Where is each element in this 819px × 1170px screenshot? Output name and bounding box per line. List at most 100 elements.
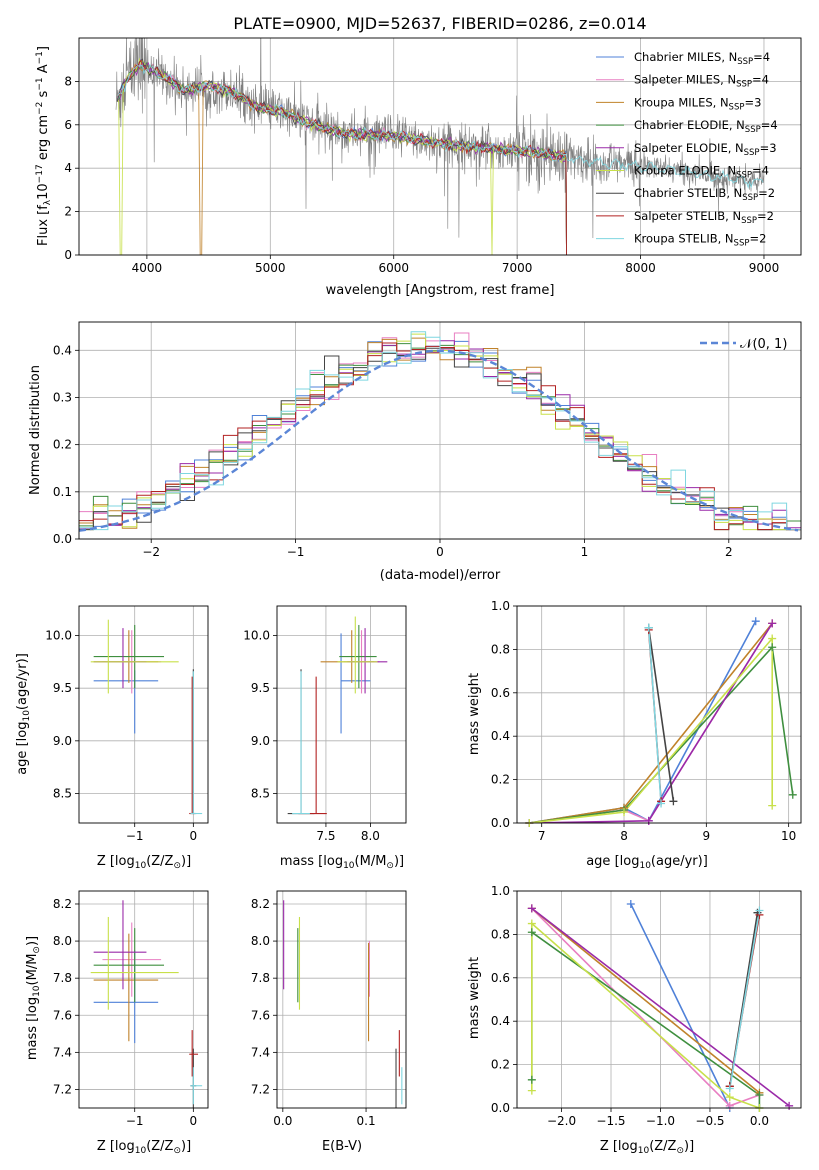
legend-label: Chabrier ELODIE, NSSP=4	[634, 118, 778, 135]
y-tick-label: 0.4	[491, 1014, 510, 1028]
y-tick-label: 1.0	[491, 884, 510, 898]
x-tick-label: 5000	[255, 261, 286, 275]
y-tick-label: 0.8	[491, 927, 510, 941]
axes-frame	[276, 890, 407, 1109]
y-tick-label: 7.8	[251, 971, 270, 985]
x-tick-label: 9000	[749, 261, 780, 275]
age-z-panel: −1 0 8.5 9.0 9.5 10.0	[45, 605, 209, 843]
y-tick-label: 0.2	[491, 773, 510, 787]
weight-marker	[527, 1075, 536, 1084]
weight-line	[647, 627, 662, 804]
age-mass-panel: 7.5 8.0 8.5 9.0 9.5 10.0	[243, 605, 407, 843]
weight-line	[531, 930, 761, 1108]
weight-line	[729, 910, 761, 1089]
plot-area	[79, 331, 801, 532]
x-tick-label: 7	[538, 829, 546, 843]
age-mass-xlabel: mass [log10(M/M⊙)]	[280, 854, 404, 871]
x-tick-label: 0.1	[357, 1114, 376, 1128]
x-tick-label: 4000	[132, 261, 163, 275]
y-tick-label: 8.5	[251, 787, 270, 801]
spectrum-xlabel: wavelength [Angstrom, rest frame]	[326, 283, 555, 298]
spectrum-ylabel: Flux [fλ10−17 erg cm−2 s−1 A−1]	[35, 46, 53, 246]
y-tick-label: 0.2	[53, 438, 72, 452]
weight-marker	[725, 1093, 734, 1102]
plot-area	[287, 616, 388, 815]
legend-label: Chabrier MILES, NSSP=4	[634, 50, 770, 67]
legend-label: Salpeter STELIB, NSSP=2	[634, 209, 774, 226]
legend-label: Salpeter ELODIE, NSSP=3	[634, 141, 777, 158]
x-tick-label: −1.5	[596, 1114, 625, 1128]
y-tick-label: 7.2	[53, 1082, 72, 1096]
residuals-xlabel: (data-model)/error	[380, 568, 501, 583]
weight-marker	[644, 816, 653, 825]
y-tick-label: 10.0	[45, 628, 72, 642]
weight-marker	[768, 619, 777, 628]
x-tick-label: 10	[781, 829, 796, 843]
x-tick-label: −1.0	[646, 1114, 675, 1128]
y-tick-label: 9.0	[251, 734, 270, 748]
weight-line	[531, 907, 760, 1107]
axes-frame	[78, 605, 209, 824]
x-tick-label: 0.0	[750, 1114, 769, 1128]
x-tick-label: 1	[581, 545, 589, 559]
y-tick-label: 0.0	[491, 1101, 510, 1115]
weight-marker	[669, 797, 678, 806]
y-tick-label: 8.5	[53, 787, 72, 801]
y-tick-label: 0.0	[53, 532, 72, 546]
y-tick-label: 4	[64, 161, 72, 175]
mass-z-ylabel: mass [log10(M/M⊙)]	[25, 936, 42, 1060]
y-tick-label: 7.4	[251, 1045, 270, 1059]
y-tick-label: 0.2	[491, 1058, 510, 1072]
weight-line	[529, 636, 773, 823]
y-tick-label: 0	[64, 248, 72, 262]
spectrum-panel: 4000 5000 6000 7000 8000 9000 0 2 4 6 8	[64, 37, 802, 275]
weight-marker	[768, 801, 777, 810]
weight-marker	[751, 617, 760, 626]
mass-z-panel: −1 0 7.2 7.4 7.6 7.8 8.0 8.2	[53, 890, 209, 1128]
weight-marker	[768, 643, 777, 652]
weight-marker	[725, 1101, 734, 1110]
axes-frame	[78, 37, 802, 256]
x-tick-label: −2.0	[547, 1114, 576, 1128]
model-spectrum	[116, 63, 764, 190]
weight-marker	[755, 1090, 764, 1099]
y-tick-label: 0.4	[53, 343, 72, 357]
age-z-ylabel: age [log10(age/yr)]	[15, 653, 32, 775]
y-tick-label: 7.6	[251, 1008, 270, 1022]
y-tick-label: 0.4	[491, 729, 510, 743]
weight-line	[531, 921, 760, 1108]
y-tick-label: 8	[64, 74, 72, 88]
x-tick-label: 2	[725, 545, 733, 559]
residuals-ylabel: Normed distribution	[28, 365, 43, 495]
gauss-legend-label: 𝒩(0, 1)	[740, 337, 787, 352]
y-tick-label: 0.6	[491, 686, 510, 700]
y-tick-label: 0.0	[491, 816, 510, 830]
weight-marker	[657, 799, 666, 808]
x-tick-label: −1	[126, 829, 144, 843]
legend-label: Kroupa ELODIE, NSSP=4	[634, 164, 769, 181]
y-tick-label: 0.1	[53, 485, 72, 499]
y-tick-label: 9.0	[53, 734, 72, 748]
weight-marker	[620, 808, 629, 817]
y-tick-label: 8.2	[53, 897, 72, 911]
y-tick-label: 10.0	[243, 628, 270, 642]
x-tick-label: 8000	[625, 261, 656, 275]
axes-frame	[276, 605, 407, 824]
axes-frame	[516, 890, 802, 1109]
plot-area	[531, 903, 790, 1108]
weight-age-panel: 7 8 9 10 0.0 0.2 0.4 0.6 0.8 1.0	[491, 599, 802, 843]
x-tick-label: 9	[703, 829, 711, 843]
plot-area	[115, 38, 765, 255]
y-tick-label: 8.0	[53, 934, 72, 948]
residuals-panel: −2 −1 0 1 2 0.0 0.1 0.2 0.3 0.4	[53, 321, 802, 559]
weight-marker	[725, 1084, 734, 1093]
x-tick-label: 0	[190, 1114, 198, 1128]
plot-area	[283, 900, 403, 1108]
y-tick-label: 7.6	[53, 1008, 72, 1022]
weight-marker	[527, 904, 536, 913]
weight-age-ylabel: mass weight	[467, 673, 482, 755]
y-tick-label: 1.0	[491, 599, 510, 613]
weight-z-panel: −2.0 −1.5 −1.0 −0.5 0.0 0.0 0.2 0.4 0.6 0.8 1.0	[491, 884, 802, 1128]
x-tick-label: 0	[190, 829, 198, 843]
